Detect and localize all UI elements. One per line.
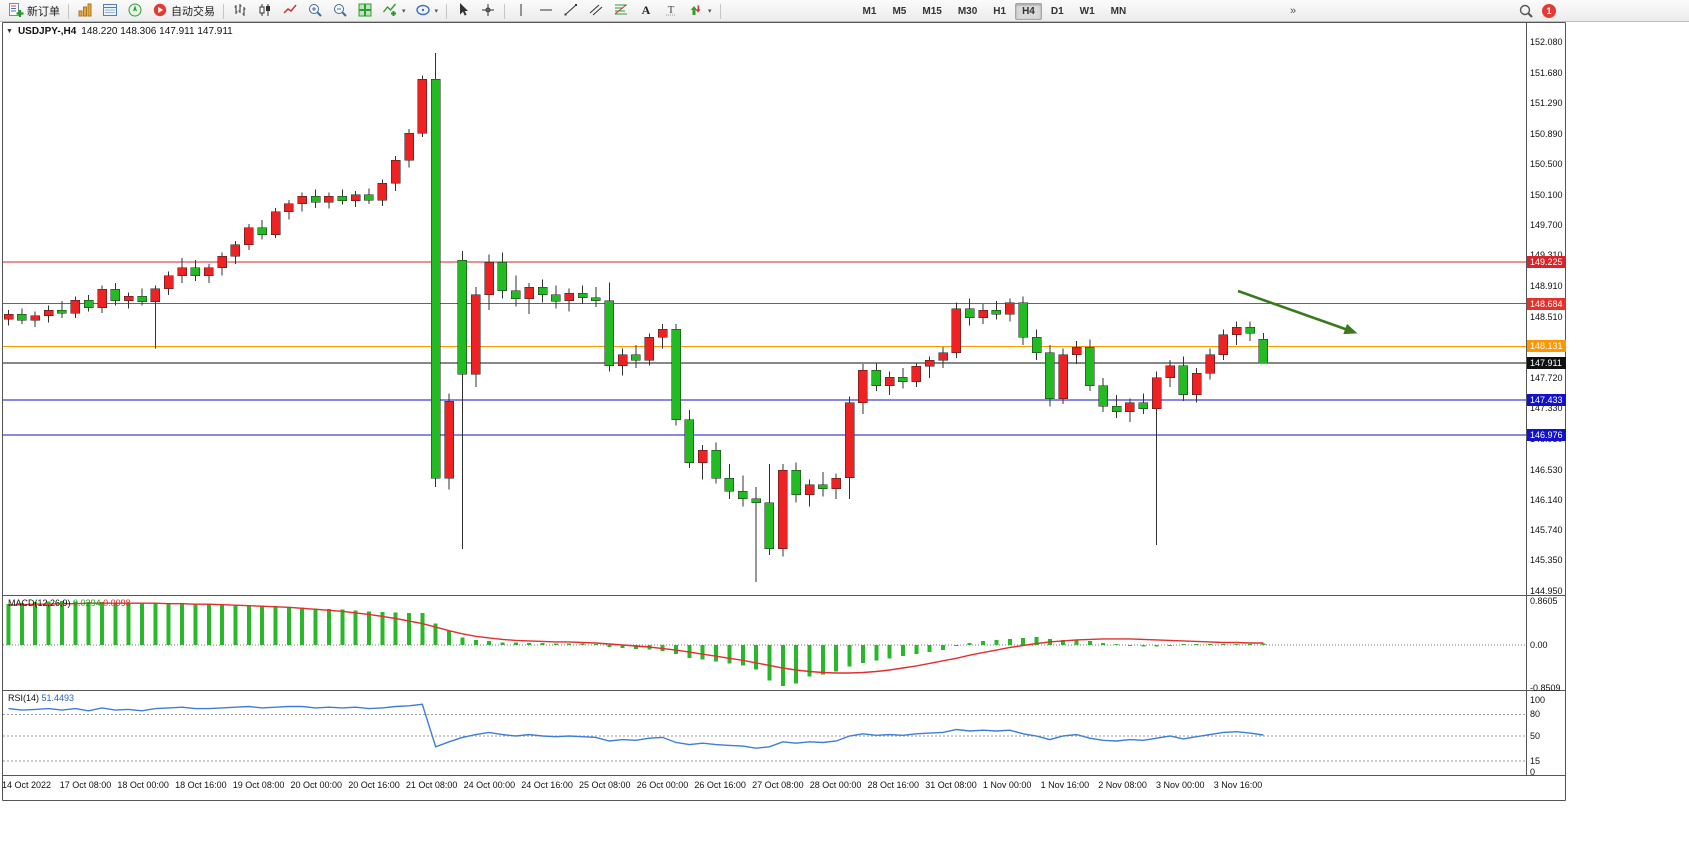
timeframe-m30[interactable]: M30 xyxy=(957,5,978,17)
indicators-button[interactable]: ▾ xyxy=(378,0,410,22)
candlestick-chart-button[interactable] xyxy=(253,0,277,22)
crosshair-icon xyxy=(480,2,496,21)
timeframe-m5[interactable]: M5 xyxy=(892,5,907,17)
line-chart-button[interactable] xyxy=(278,0,302,22)
chevron-down-icon: ▾ xyxy=(434,8,439,15)
navigator-icon xyxy=(127,2,143,21)
autotrading-icon xyxy=(152,2,168,21)
search-button[interactable] xyxy=(1514,1,1538,23)
navigator-button[interactable] xyxy=(123,0,147,22)
vertical-line-icon xyxy=(513,2,529,21)
bar-chart-icon xyxy=(232,2,248,21)
time-axis[interactable] xyxy=(3,775,1526,800)
toolbar-separator xyxy=(68,3,69,19)
tile-windows-button[interactable] xyxy=(353,0,377,22)
zoom-out-icon xyxy=(332,2,348,21)
chevron-down-icon: ▾ xyxy=(708,8,712,15)
trendline-button[interactable] xyxy=(559,0,583,22)
market-watch-button[interactable] xyxy=(73,0,97,22)
timeframe-m1[interactable]: M1 xyxy=(862,5,877,17)
price-axis[interactable] xyxy=(1526,23,1566,775)
channel-button[interactable] xyxy=(584,0,608,22)
cursor-button[interactable] xyxy=(451,0,475,22)
tile-windows-icon xyxy=(357,2,373,21)
chevron-down-icon: ▾ xyxy=(402,8,406,15)
indicators-icon xyxy=(382,2,398,21)
toolbar: 新订单 自动交易 ▾ ▾ A T ▾ M1 M5 M15 M30 H1 H4 D1 W1 MN xyxy=(0,0,1689,22)
zoom-in-button[interactable] xyxy=(303,0,327,22)
arrows-button[interactable]: ▾ xyxy=(684,0,716,22)
toolbar-separator xyxy=(504,3,506,19)
svg-text:A: A xyxy=(642,3,651,17)
text-button[interactable]: A xyxy=(634,0,658,22)
horizontal-line-icon xyxy=(538,2,554,21)
timeframes-group: M1 M5 M15 M30 H1 H4 D1 W1 MN xyxy=(855,2,1135,20)
timeframe-d1[interactable]: D1 xyxy=(1050,5,1064,17)
new-order-button[interactable]: 新订单 xyxy=(4,0,64,22)
data-window-icon xyxy=(102,2,118,21)
text-icon: A xyxy=(638,2,654,21)
channel-icon xyxy=(588,2,604,21)
label-button[interactable]: T xyxy=(659,0,683,22)
zoom-in-icon xyxy=(307,2,323,21)
data-window-button[interactable] xyxy=(98,0,122,22)
chart-canvas[interactable] xyxy=(3,23,1526,775)
timeframe-w1[interactable]: W1 xyxy=(1079,5,1095,17)
timeframe-mn[interactable]: MN xyxy=(1110,5,1127,17)
timeframe-h1[interactable]: H1 xyxy=(993,5,1007,17)
toolbar-overflow-icon[interactable]: » xyxy=(1290,5,1297,17)
toolbar-separator xyxy=(223,3,224,19)
timeframe-m15[interactable]: M15 xyxy=(922,5,942,17)
autotrading-button[interactable]: 自动交易 xyxy=(148,0,219,22)
cursor-icon xyxy=(455,2,471,21)
trendline-icon xyxy=(563,2,579,21)
cycles-button[interactable]: ▾ xyxy=(411,0,443,22)
crosshair-button[interactable] xyxy=(476,0,500,22)
timeframe-h4[interactable]: H4 xyxy=(1015,2,1042,20)
svg-text:T: T xyxy=(668,4,675,16)
arrows-icon xyxy=(688,2,704,21)
new-order-icon xyxy=(8,2,24,21)
fibonacci-icon xyxy=(613,2,629,21)
fibonacci-button[interactable] xyxy=(609,0,633,22)
toolbar-separator xyxy=(719,3,721,19)
search-icon xyxy=(1518,3,1534,22)
line-chart-icon xyxy=(282,2,298,21)
bar-chart-button[interactable] xyxy=(228,0,252,22)
cycles-icon xyxy=(415,2,431,21)
label-icon: T xyxy=(663,2,679,21)
vertical-line-button[interactable] xyxy=(509,0,533,22)
toolbar-separator xyxy=(446,3,448,19)
candlestick-icon xyxy=(257,2,273,21)
zoom-out-button[interactable] xyxy=(328,0,352,22)
market-watch-icon xyxy=(77,2,93,21)
horizontal-line-button[interactable] xyxy=(534,0,558,22)
notification-badge[interactable]: 1 xyxy=(1542,4,1556,18)
